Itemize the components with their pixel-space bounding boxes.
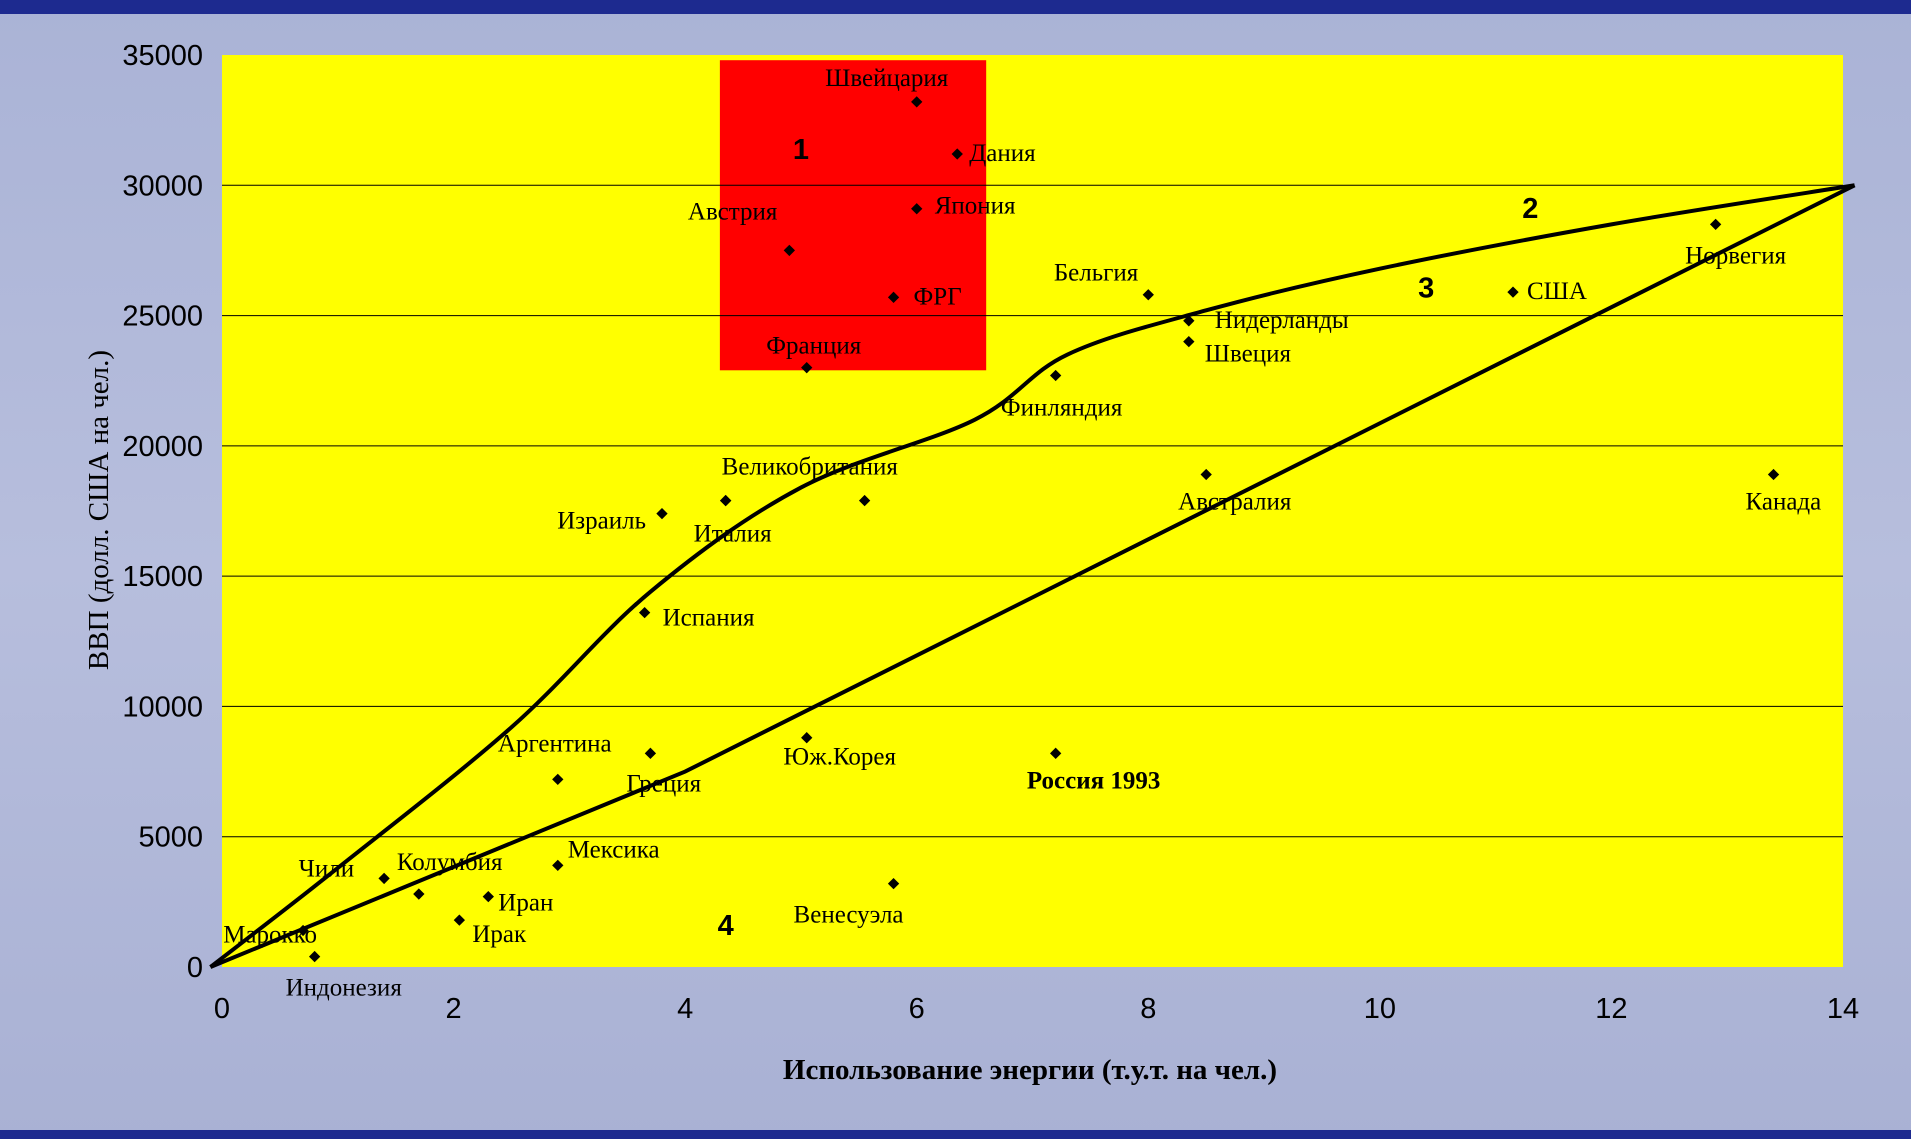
plot-area [222,55,1843,967]
x-tick-label-2: 4 [677,993,693,1025]
point-label-30: Венесуэла [794,902,904,929]
highlight-region [719,60,987,371]
point-label-25: Мексика [568,836,660,863]
point-label-14: Израиль [557,508,646,535]
point-27 [453,914,466,926]
x-tick-label-0: 0 [214,993,230,1025]
point-label-12: Великобритания [722,454,899,481]
point-6 [1142,289,1154,301]
point-label-22: Россия 1993 [1027,767,1161,794]
point-11 [1709,218,1722,231]
point-9 [1050,369,1062,382]
point-3 [783,244,796,257]
point-label-11: Норвегия [1685,242,1786,269]
point-label-7: Нидерланды [1215,307,1349,334]
x-tick-label-6: 12 [1595,993,1627,1025]
point-20 [644,747,657,759]
point-label-26: Иран [498,890,553,917]
top-border [0,0,1911,14]
y-tick-label-0: 0 [187,952,203,984]
point-26 [482,890,494,903]
point-15 [720,494,732,507]
point-label-16: Австралия [1178,489,1292,516]
point-18 [638,606,651,619]
point-14 [656,507,668,520]
point-label-28: Марокко [223,922,317,949]
y-tick-label-6: 30000 [122,170,203,202]
x-tick-label-7: 14 [1827,993,1859,1025]
point-17 [1767,468,1780,481]
point-label-1: Дания [969,140,1036,167]
y-tick-label-5: 25000 [122,301,203,333]
y-axis-title: ВВП (долл. США на чел.) [83,350,115,670]
point-29 [308,950,321,963]
curve-3 [209,183,1856,969]
y-tick-label-1: 5000 [138,822,203,854]
region-label-1: 1 [793,134,809,166]
y-tick-label-3: 15000 [122,561,203,593]
point-22 [1050,747,1062,759]
point-13 [858,494,871,507]
point-2 [911,203,923,215]
x-tick-label-3: 6 [909,993,925,1025]
y-tick-label-2: 10000 [122,691,203,723]
point-16 [1200,468,1212,481]
x-tick-label-5: 10 [1364,993,1396,1025]
point-label-3: Австрия [688,198,778,225]
point-label-0: Швейцария [825,65,949,92]
point-1 [951,148,963,160]
point-label-15: Италия [694,521,772,548]
y-tick-label-7: 35000 [122,40,203,72]
x-tick-label-1: 2 [446,993,462,1025]
point-label-20: Греция [626,770,701,797]
point-label-10: США [1527,278,1587,305]
point-label-29: Индонезия [286,975,403,1002]
point-28 [297,924,309,937]
point-5 [801,362,813,374]
point-label-18: Испания [663,605,755,632]
x-tick-label-4: 8 [1140,993,1156,1025]
point-label-4: ФРГ [914,283,962,310]
point-23 [378,872,390,885]
region-label-2: 2 [1522,193,1538,225]
point-24 [413,888,425,900]
x-axis-title: Использование энергии (т.у.т. на чел.) [783,1054,1277,1086]
point-label-9: Финляндия [1001,395,1123,422]
point-19 [552,773,564,786]
point-label-2: Япония [935,193,1016,220]
point-label-17: Канада [1746,489,1822,516]
point-label-5: Франция [766,333,861,360]
point-label-23: Чили [299,855,354,882]
bottom-border [0,1130,1911,1139]
point-label-21: Юж.Корея [783,744,896,771]
y-tick-label-4: 20000 [122,431,203,463]
region-label-4: 4 [718,910,734,942]
point-8 [1183,335,1195,348]
point-7 [1183,315,1195,327]
point-30 [887,877,900,890]
point-4 [887,291,900,303]
region-label-3: 3 [1418,272,1434,304]
curve-2 [209,183,1855,969]
point-label-6: Бельгия [1054,260,1139,287]
point-10 [1507,286,1519,298]
point-label-19: Аргентина [498,730,612,757]
point-label-27: Ирак [472,921,527,948]
point-25 [552,859,564,872]
point-label-24: Колумбия [397,849,503,876]
point-label-8: Швеция [1205,341,1292,368]
point-21 [801,732,813,744]
